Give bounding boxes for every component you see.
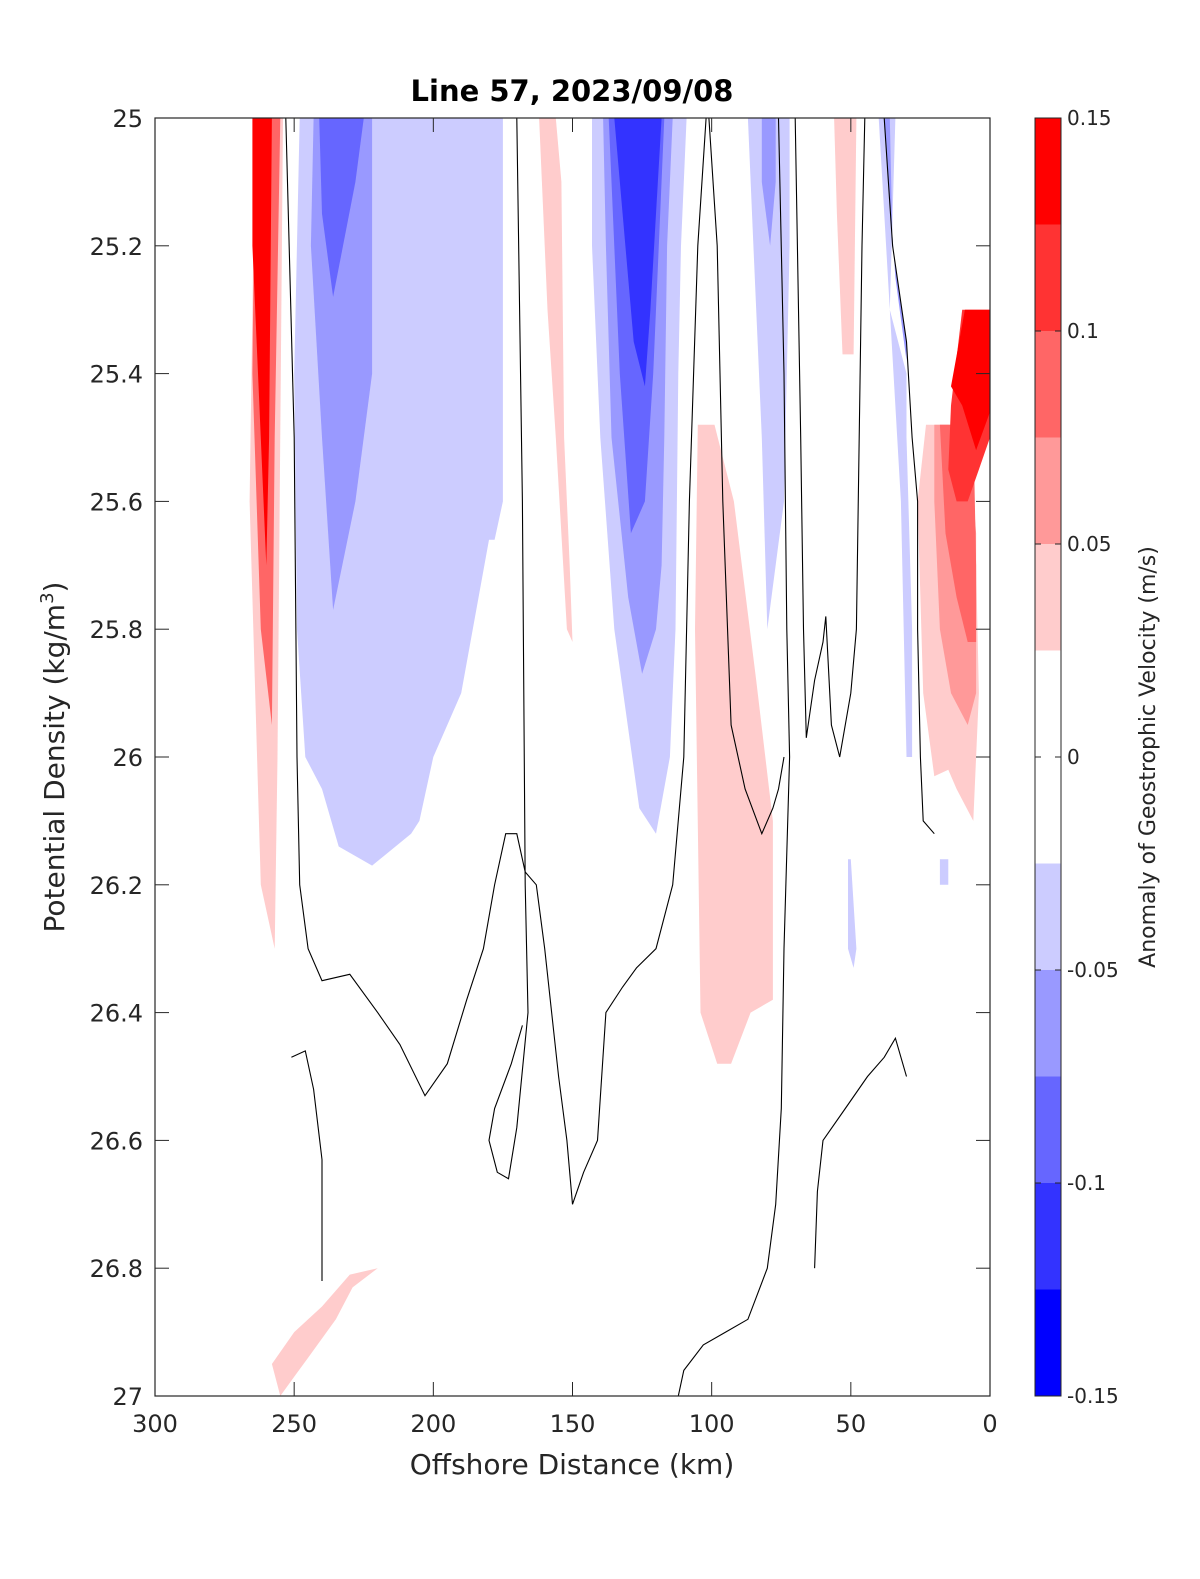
colorbar-ticks: -0.15 -0.1 -0.05 0 0.05 0.1 0.15 bbox=[1035, 106, 1119, 1408]
colorbar-swatches bbox=[1035, 118, 1061, 1396]
chart-title: Line 57, 2023/09/08 bbox=[411, 74, 734, 108]
zero-contour-layer bbox=[285, 118, 935, 1396]
y-axis-label-superscript: 3 bbox=[37, 592, 58, 603]
colorbar-tick-label: 0.15 bbox=[1067, 106, 1112, 130]
colorbar-swatch bbox=[1035, 224, 1061, 331]
colorbar-tick-label: 0 bbox=[1067, 745, 1080, 769]
contour-region-9 bbox=[614, 118, 662, 387]
colorbar-swatch bbox=[1035, 437, 1061, 544]
x-tick-label: 50 bbox=[836, 1410, 867, 1438]
colorbar-swatch bbox=[1035, 1289, 1061, 1396]
contour-region-21 bbox=[951, 309, 990, 451]
y-tick-label: 26.8 bbox=[90, 1255, 143, 1283]
colorbar-swatch bbox=[1035, 544, 1061, 651]
x-tick-label: 0 bbox=[982, 1410, 997, 1438]
contour-region-24 bbox=[271, 1268, 406, 1396]
colorbar-tick-label: 0.05 bbox=[1067, 532, 1112, 556]
y-tick-label: 25 bbox=[112, 105, 143, 133]
contour-region-22 bbox=[848, 859, 857, 968]
y-tick-label: 27 bbox=[112, 1383, 143, 1411]
y-tick-label: 25.6 bbox=[90, 488, 143, 516]
colorbar-tick-label: 0.1 bbox=[1067, 319, 1099, 343]
y-tick-label: 25.2 bbox=[90, 233, 143, 261]
y-axis-label-tail: ) bbox=[38, 582, 71, 593]
colorbar-tick-label: -0.1 bbox=[1067, 1171, 1106, 1195]
colorbar: -0.15 -0.1 -0.05 0 0.05 0.1 0.15 Anomaly of Ge… bbox=[1034, 106, 1161, 1408]
zero-contour-line-2 bbox=[488, 118, 529, 1180]
contour-region-13 bbox=[884, 118, 907, 361]
colorbar-swatch bbox=[1035, 118, 1061, 225]
contour-region-12 bbox=[878, 118, 913, 757]
y-axis-label-main: Potential Density (kg/m bbox=[38, 604, 71, 933]
colorbar-tick-label: -0.15 bbox=[1067, 1384, 1119, 1408]
y-tick-label: 26 bbox=[112, 744, 143, 772]
y-tick-label: 25.4 bbox=[90, 361, 143, 389]
x-axis-label: Offshore Distance (km) bbox=[410, 1448, 735, 1481]
colorbar-swatch bbox=[1035, 331, 1061, 438]
contour-fill-layer bbox=[249, 118, 990, 1396]
contour-region-14 bbox=[834, 118, 857, 355]
colorbar-swatch bbox=[1035, 970, 1061, 1077]
contour-region-15 bbox=[539, 118, 573, 642]
y-axis-label: Potential Density (kg/m3) bbox=[37, 582, 71, 933]
x-tick-label: 100 bbox=[689, 1410, 735, 1438]
x-tick-label: 200 bbox=[410, 1410, 456, 1438]
y-tick-label: 26.2 bbox=[90, 872, 143, 900]
zero-contour-line-5 bbox=[291, 1050, 323, 1281]
colorbar-swatch bbox=[1035, 1183, 1061, 1290]
zero-contour-line-6 bbox=[814, 1036, 908, 1269]
y-tick-label: 26.4 bbox=[90, 1000, 143, 1028]
colorbar-tick-label: -0.05 bbox=[1067, 958, 1119, 982]
x-tick-label: 250 bbox=[271, 1410, 317, 1438]
y-axis: 25 25.2 25.4 25.6 25.8 26 26.2 26.4 26.6 26.8 27 bbox=[90, 105, 990, 1411]
zero-contour-line-4 bbox=[794, 118, 866, 758]
x-axis: 300 250 200 150 100 50 0 bbox=[132, 118, 998, 1438]
contour-region-16 bbox=[695, 424, 773, 1064]
zero-contour-line-7 bbox=[883, 118, 935, 835]
x-tick-label: 300 bbox=[132, 1410, 178, 1438]
colorbar-swatch bbox=[1035, 863, 1061, 970]
colorbar-swatch bbox=[1035, 1076, 1061, 1183]
y-tick-label: 25.8 bbox=[90, 616, 143, 644]
contour-region-11 bbox=[761, 118, 776, 246]
y-tick-label: 26.6 bbox=[90, 1127, 143, 1155]
zero-contour-line-1 bbox=[708, 118, 785, 836]
zero-contour-line-3 bbox=[677, 118, 791, 1396]
contour-region-23 bbox=[939, 859, 949, 885]
contour-region-2 bbox=[252, 118, 272, 566]
x-tick-label: 150 bbox=[550, 1410, 596, 1438]
contour-region-5 bbox=[319, 118, 364, 297]
contour-region-10 bbox=[747, 118, 790, 630]
colorbar-label: Anomaly of Geostrophic Velocity (m/s) bbox=[1136, 546, 1161, 968]
